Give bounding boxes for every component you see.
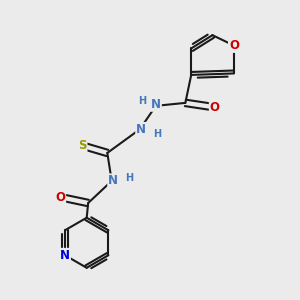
Text: S: S — [78, 139, 86, 152]
Text: O: O — [210, 101, 220, 114]
Text: N: N — [151, 98, 161, 111]
Text: O: O — [55, 190, 65, 204]
Text: N: N — [60, 249, 70, 262]
Text: H: H — [139, 96, 147, 106]
Text: O: O — [229, 39, 239, 52]
Text: H: H — [125, 173, 134, 183]
Text: H: H — [153, 129, 161, 139]
Text: N: N — [136, 123, 146, 136]
Text: N: N — [108, 174, 118, 188]
